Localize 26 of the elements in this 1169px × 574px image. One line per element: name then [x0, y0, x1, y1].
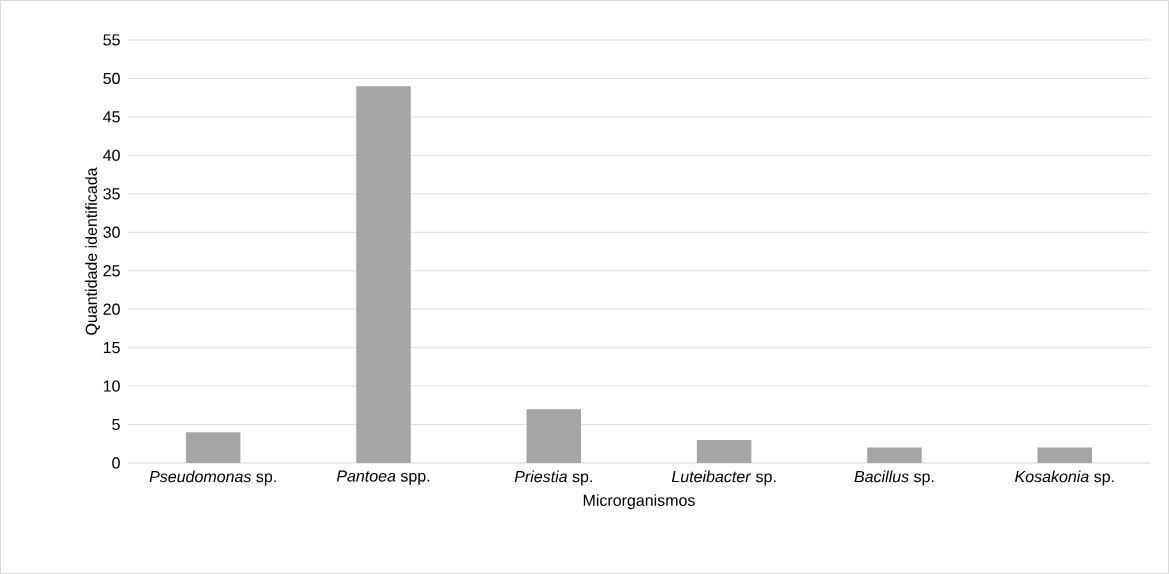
bar: [1037, 447, 1093, 463]
x-tick-label: Pseudomonas sp.: [149, 470, 276, 486]
x-tick-label: Priestia sp.: [514, 470, 592, 486]
y-tick-label: 55: [103, 34, 120, 46]
x-tick-label: Bacillus sp.: [854, 470, 934, 486]
x-tick-label: Luteibacter sp.: [671, 470, 776, 486]
bar: [526, 409, 582, 463]
y-tick-label: 50: [103, 72, 120, 85]
bar: [867, 447, 922, 463]
y-tick-label: 10: [103, 380, 120, 392]
y-tick-label: 25: [103, 265, 120, 277]
y-tick-label: 40: [103, 149, 120, 162]
y-axis-title: Quantidade identificada: [85, 167, 100, 335]
y-tick-label: 35: [103, 188, 120, 200]
bar: [356, 86, 411, 463]
x-tick-label: Kosakonia sp.: [1015, 470, 1114, 486]
y-tick-label: 20: [103, 303, 120, 315]
y-tick-label: 5: [112, 418, 120, 431]
y-tick-label: 45: [103, 111, 120, 123]
x-axis-title: Microrganismos: [583, 494, 695, 510]
x-tick-label: Pantoea spp.: [336, 470, 430, 485]
y-tick-label: 0: [112, 457, 120, 469]
bar: [696, 439, 752, 463]
y-tick-label: 30: [103, 226, 120, 238]
bar: [185, 432, 241, 463]
y-tick-label: 15: [103, 342, 120, 354]
